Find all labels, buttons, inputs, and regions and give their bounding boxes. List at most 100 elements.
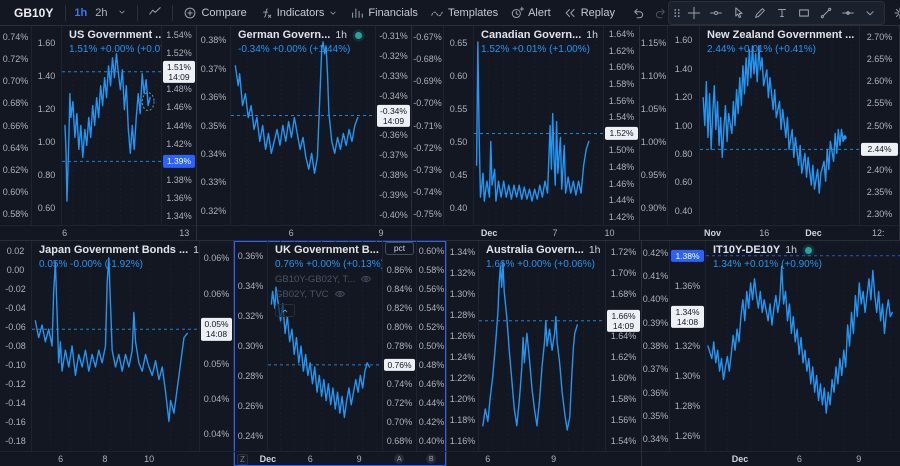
axis-label: 0.34% <box>642 434 669 445</box>
price-axis-right-us[interactable]: 1.54%1.52%1.50%1.48%1.46%1.44%1.42%1.40%… <box>161 26 196 225</box>
scale-marker-a[interactable]: A <box>394 454 405 464</box>
price-axis-right-japan[interactable]: 0.06%0.06%0.05%0.05%0.04%0.04%0.05%14:08 <box>199 241 233 451</box>
chart-panel-uk[interactable]: 0.36% 0.34% 0.32% 0.30% 0.28% 0.26% 0.24% UK Go… <box>234 240 447 466</box>
palette-drag-handle[interactable] <box>672 3 683 23</box>
chart-panel-new-zealand[interactable]: 1.15% 1.10% 1.05% 1.00% 0.95% 0.90% 1.60 1.40 1.… <box>640 26 900 240</box>
time-label: 13 <box>179 228 190 238</box>
price-axis-right-australia[interactable]: 1.72%1.70%1.68%1.66%1.64%1.62%1.60%1.58%… <box>605 241 641 451</box>
axis-label: 0.52% <box>418 321 445 332</box>
tool-crosshair[interactable] <box>684 3 705 23</box>
crosshair-price-badge: 1.38% <box>671 249 704 262</box>
axis-label: 0.06% <box>203 253 230 264</box>
price-axis-left-uk[interactable]: 0.36% 0.34% 0.32% 0.30% 0.28% 0.26% 0.24% <box>234 241 268 451</box>
tool-trendline[interactable] <box>816 3 837 23</box>
replay-button[interactable]: Replay <box>557 4 621 22</box>
price-axis-left-new-zealand-2[interactable]: 1.60 1.40 1.20 1.00 0.80 0.60 0.40 <box>668 26 700 225</box>
tool-text[interactable] <box>772 3 793 23</box>
undo-button[interactable] <box>631 6 645 20</box>
tool-rectangle[interactable] <box>794 3 815 23</box>
interval-button-2h[interactable]: 2h <box>95 6 108 19</box>
timezone-badge[interactable]: Z <box>237 454 248 465</box>
plot-area-japan[interactable]: Japan Government Bonds ...1h0.05% -0.00%… <box>32 241 199 451</box>
plot-area-it10y-de10y[interactable]: IT10Y-DE10Y 1h 1.34% +0.01% (+0.90%) <box>706 241 900 451</box>
axis-label: 1.54% <box>608 112 635 123</box>
axis-label: 1.00 <box>674 120 693 131</box>
price-axis-left-australia[interactable]: 1.34% 1.32% 1.30% 1.28% 1.26% 1.24% 1.22% 1.20%… <box>447 241 479 451</box>
trendline-icon <box>819 6 833 20</box>
price-axis-left-canadian[interactable]: -0.67% -0.68% -0.69% -0.70% -0.71% -0.72% -0.7… <box>412 26 444 225</box>
price-axis-left-new-zealand[interactable]: 1.15% 1.10% 1.05% 1.00% 0.95% 0.90% <box>640 26 668 225</box>
tool-horizontal-line[interactable] <box>838 3 859 23</box>
plot-area-us[interactable]: US Government ...1.51% +0.00% (+0.07%) <box>62 26 161 225</box>
time-axis-new-zealand[interactable]: Nov 16 Dec 12: <box>640 225 899 240</box>
axis-label: 1.15% <box>640 37 667 48</box>
tools-more[interactable] <box>860 3 881 23</box>
axis-label: 0.40% <box>418 436 445 447</box>
axis-label: 0.41% <box>642 270 669 281</box>
time-axis-canadian[interactable]: Dec 7 10 <box>412 225 639 240</box>
chart-panel-australia[interactable]: 1.34% 1.32% 1.30% 1.28% 1.26% 1.24% 1.22% 1.20%… <box>447 240 642 466</box>
scale-marker-b[interactable]: B <box>426 454 437 464</box>
tool-brush[interactable] <box>750 3 771 23</box>
axis-label: 1.42% <box>608 211 635 222</box>
plot-area-canadian[interactable]: Canadian Govern... 1h 1.52% +0.01% (+1.00%… <box>474 26 603 225</box>
redo-button[interactable] <box>654 6 668 20</box>
tool-dot[interactable] <box>706 3 727 23</box>
interval-button-1h[interactable]: 1h <box>74 6 88 19</box>
alert-icon <box>510 6 525 20</box>
chart-panel-it10y-de10y[interactable]: 0.42% 0.41% 0.40% 0.39% 0.38% 0.37% 0.36% 0.35%… <box>642 240 900 466</box>
price-axis-left-canadian-2[interactable]: 0.65 0.60 0.55 0.50 0.45 0.40 <box>444 26 474 225</box>
axis-label: 0.56% <box>418 283 445 294</box>
time-label: Dec <box>731 454 749 464</box>
financials-button[interactable]: Financials <box>344 4 424 22</box>
axis-label: 1.72% <box>610 246 637 257</box>
chart-panel-canadian[interactable]: -0.67% -0.68% -0.69% -0.70% -0.71% -0.72% -0.7… <box>412 26 640 240</box>
templates-button[interactable]: Templates <box>424 4 504 22</box>
symbol-button[interactable]: GB10Y <box>14 5 54 20</box>
price-axis-left-us[interactable]: 0.74% 0.72% 0.70% 0.68% 0.66% 0.64% 0.62% 0.60%… <box>0 26 32 225</box>
axis-label: 1.56% <box>608 95 635 106</box>
chart-panel-us[interactable]: 0.74% 0.72% 0.70% 0.68% 0.66% 0.64% 0.62% 0.60%… <box>0 26 197 240</box>
time-label: 9 <box>356 454 362 464</box>
axis-label: 1.48% <box>608 161 635 172</box>
time-axis-japan[interactable]: 6 8 10 <box>0 451 233 466</box>
chart-panel-japan[interactable]: 0.02 0.00 -0.02 -0.04 -0.06 -0.08 -0.10 -0.12 -0… <box>0 240 234 466</box>
price-axis-right-uk-2[interactable]: 0.60% 0.58% 0.56% 0.54% 0.52% 0.50% 0.48% 0.46%… <box>416 241 446 451</box>
plot-area-australia[interactable]: Australia Govern... 1h 1.66% +0.00% (+0.06… <box>479 241 605 451</box>
plot-area-uk[interactable]: UK Government B...1h0.76% +0.00% (+0.13%… <box>268 241 382 451</box>
indicators-button[interactable]: Indicators <box>253 4 345 22</box>
axis-label: 0.37% <box>200 63 227 74</box>
last-price-badge: 0.76% <box>384 358 415 371</box>
plot-area-german[interactable]: German Govern... 1h -0.34% +0.00% (+1.44%) <box>231 26 375 225</box>
drawing-tools-palette <box>667 0 885 25</box>
price-axis-left-japan[interactable]: 0.02 0.00 -0.02 -0.04 -0.06 -0.08 -0.10 -0.12 -0… <box>0 241 32 451</box>
chart-panel-german[interactable]: 0.38% 0.37% 0.36% 0.35% 0.34% 0.33% 0.32% Germa… <box>197 26 412 240</box>
tool-cursor[interactable] <box>728 3 749 23</box>
last-price-badge: -0.34% 14:09 <box>377 104 410 127</box>
legend-collapse-button[interactable] <box>275 304 295 317</box>
chart-style-button[interactable] <box>142 2 168 20</box>
axis-label: 0.60 <box>449 70 468 81</box>
axis-label: 0.95% <box>640 170 667 181</box>
pct-scale-button[interactable]: pct <box>385 242 414 255</box>
axis-label: 1.46% <box>608 178 635 189</box>
time-axis-uk[interactable]: Z Dec 6 9 A B <box>234 451 446 466</box>
alert-button[interactable]: Alert <box>504 4 557 22</box>
price-axis-left-it10y-de10y[interactable]: 0.42% 0.41% 0.40% 0.39% 0.38% 0.37% 0.36% 0.35%… <box>642 241 670 451</box>
price-axis-right-canadian[interactable]: 1.64% 1.62% 1.60% 1.58% 1.56% 1.54% 1.52% 1.50%… <box>603 26 639 225</box>
price-axis-right-new-zealand[interactable]: 2.70%2.65%2.60%2.55%2.50%2.45%2.40%2.35%… <box>859 26 899 225</box>
price-axis-left-it10y-de10y-2[interactable]: 1.38%1.36%1.34%1.32%1.30%1.28%1.26%1.38%… <box>670 241 706 451</box>
settings-button[interactable] <box>893 6 900 20</box>
price-axis-left-german[interactable]: 0.38% 0.37% 0.36% 0.35% 0.34% 0.33% 0.32% <box>197 26 231 225</box>
time-axis-it10y-de10y[interactable]: Dec 6 9 <box>642 451 900 466</box>
axis-label: 0.06% <box>203 288 230 299</box>
compare-button[interactable]: Compare <box>177 4 252 22</box>
plot-area-new-zealand[interactable]: New Zealand Government ...1h2.44% +0.01%… <box>700 26 859 225</box>
price-axis-right-german[interactable]: -0.31%-0.32%-0.33%-0.34%-0.35%-0.36%-0.3… <box>375 26 411 225</box>
interval-menu-button[interactable] <box>111 5 133 19</box>
price-axis-right-uk[interactable]: 0.88%0.86%0.84%0.82%0.80%0.78%0.76%0.74%… <box>382 241 416 451</box>
price-axis-left-us-2[interactable]: 1.60 1.40 1.20 1.00 0.80 0.60 <box>32 26 62 225</box>
time-axis-us[interactable]: 6 13 <box>0 225 196 240</box>
